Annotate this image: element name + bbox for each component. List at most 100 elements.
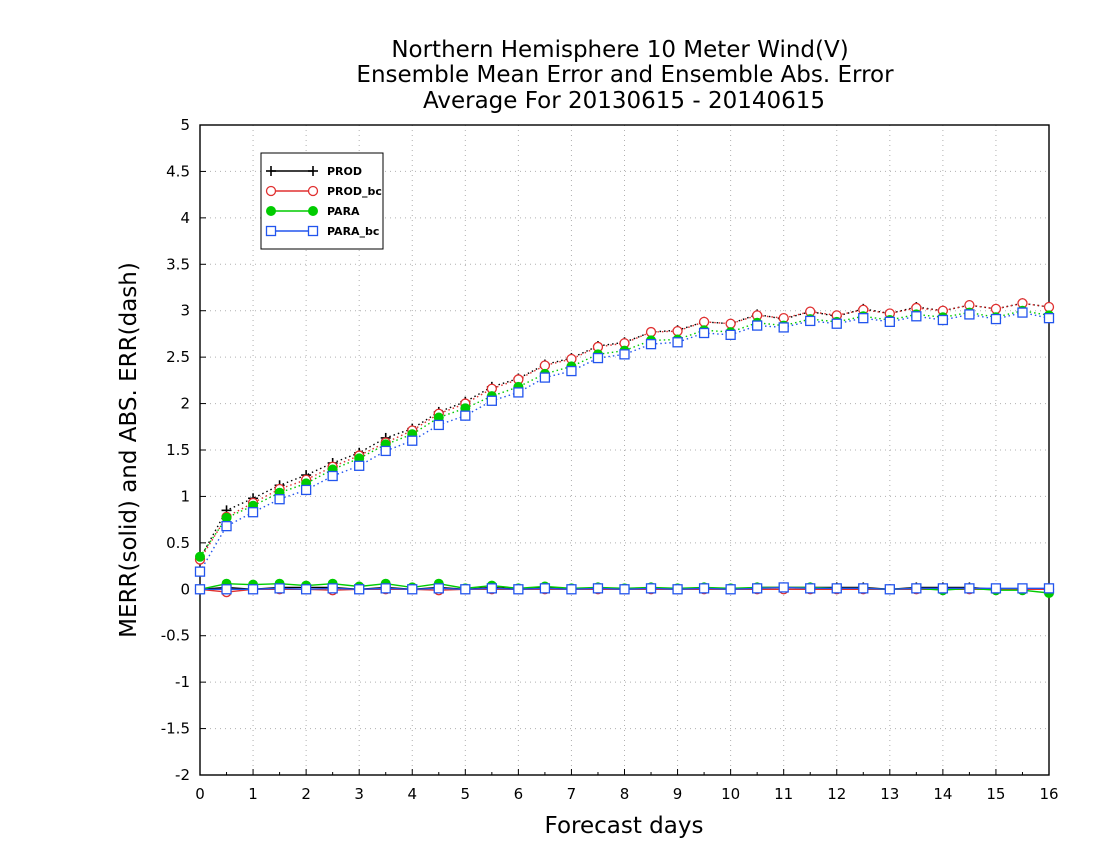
data-point: [805, 583, 816, 594]
x-tick-label: 11: [774, 785, 793, 803]
y-axis-label: MERR(solid) and ABS. ERR(dash): [116, 262, 142, 638]
data-point: [672, 337, 683, 348]
x-tick-label: 0: [195, 785, 205, 803]
y-tick-label: -1.5: [161, 720, 190, 738]
data-point: [221, 584, 232, 595]
data-point: [327, 470, 338, 482]
data-point: [964, 309, 975, 320]
y-tick-label: 4.5: [166, 162, 190, 180]
data-point: [752, 320, 763, 331]
x-tick-label: 7: [567, 785, 577, 803]
y-tick-label: 1: [180, 487, 190, 505]
data-point: [308, 206, 318, 216]
axes: [199, 124, 1050, 776]
data-point: [619, 584, 630, 595]
data-point: [858, 312, 869, 324]
data-point: [539, 372, 551, 383]
data-point: [805, 315, 816, 327]
data-point: [221, 520, 232, 532]
data-point: [698, 327, 710, 339]
data-point: [858, 583, 869, 594]
data-point: [407, 435, 418, 446]
y-tick-label: 1.5: [166, 441, 190, 459]
plot-frame: [199, 124, 1050, 776]
data-point: [752, 583, 763, 594]
data-point: [911, 583, 922, 594]
legend: PROD PROD_bc PARA PARA_bc: [260, 152, 384, 250]
y-tick-label: 0: [180, 580, 190, 598]
data-point: [308, 166, 318, 176]
data-point: [1017, 583, 1028, 594]
data-point: [539, 583, 551, 594]
legend-item-prod-bc: PROD_bc: [265, 185, 382, 198]
data-point: [672, 584, 683, 595]
y-tick-label: 3: [180, 302, 190, 320]
series-para-bc-solid: [194, 582, 1055, 595]
data-point: [274, 494, 285, 505]
y-tick-label: 4: [180, 209, 190, 227]
series-para-bc-dotted: [194, 307, 1055, 577]
x-tick-label: 1: [248, 785, 258, 803]
data-point: [460, 410, 471, 421]
data-point: [265, 225, 277, 237]
data-point: [486, 395, 497, 406]
data-point: [433, 419, 444, 431]
data-point: [300, 484, 312, 496]
data-point: [266, 206, 276, 216]
data-point: [990, 303, 1002, 315]
data-point: [354, 584, 365, 595]
y-tick-label: -1: [175, 673, 190, 691]
y-tick-label: -2: [175, 766, 190, 784]
data-point: [1043, 312, 1055, 324]
x-tick-label: 12: [827, 785, 846, 803]
series-prod-bc-dotted: [194, 298, 1055, 565]
data-point: [831, 318, 842, 329]
data-point: [911, 311, 922, 322]
legend-item-para-bc: PARA_bc: [265, 225, 379, 238]
data-point: [1043, 301, 1055, 313]
data-point: [645, 338, 657, 350]
data-point: [307, 225, 319, 237]
legend-box: [260, 152, 384, 250]
data-point: [407, 584, 418, 595]
data-point: [725, 329, 736, 341]
data-point: [592, 583, 604, 594]
data-point: [990, 313, 1002, 325]
data-point: [247, 507, 259, 518]
data-point: [194, 566, 206, 577]
data-point: [1017, 307, 1028, 318]
x-tick-label: 13: [880, 785, 899, 803]
data-point: [964, 583, 975, 594]
data-point: [566, 584, 577, 595]
data-point: [265, 185, 277, 197]
legend-label: PROD: [327, 165, 362, 178]
data-point: [645, 583, 657, 594]
x-tick-label: 6: [514, 785, 524, 803]
x-tick-label: 8: [620, 785, 630, 803]
y-tick-label: 3.5: [166, 255, 190, 273]
legend-label: PARA: [327, 205, 360, 218]
chart-title-line-2: Ensemble Mean Error and Ensemble Abs. Er…: [356, 62, 894, 88]
data-point: [566, 365, 577, 377]
x-axis-label: Forecast days: [545, 813, 704, 839]
x-tick-label: 4: [407, 785, 417, 803]
data-point: [619, 349, 630, 360]
plot-area: [194, 298, 1055, 598]
data-point: [539, 360, 551, 371]
data-point: [247, 584, 259, 595]
data-point: [698, 583, 710, 594]
data-point: [831, 583, 842, 594]
data-point: [937, 314, 949, 326]
data-point: [1043, 583, 1055, 594]
x-tick-label: 3: [354, 785, 364, 803]
data-point: [778, 582, 789, 593]
data-point: [884, 584, 895, 595]
data-point: [725, 318, 736, 329]
x-tick-label: 2: [301, 785, 311, 803]
data-point: [884, 316, 895, 328]
y-tick-label: 5: [180, 116, 190, 134]
data-point: [300, 584, 312, 595]
data-point: [433, 583, 444, 594]
y-tick-label: 2.5: [166, 348, 190, 366]
